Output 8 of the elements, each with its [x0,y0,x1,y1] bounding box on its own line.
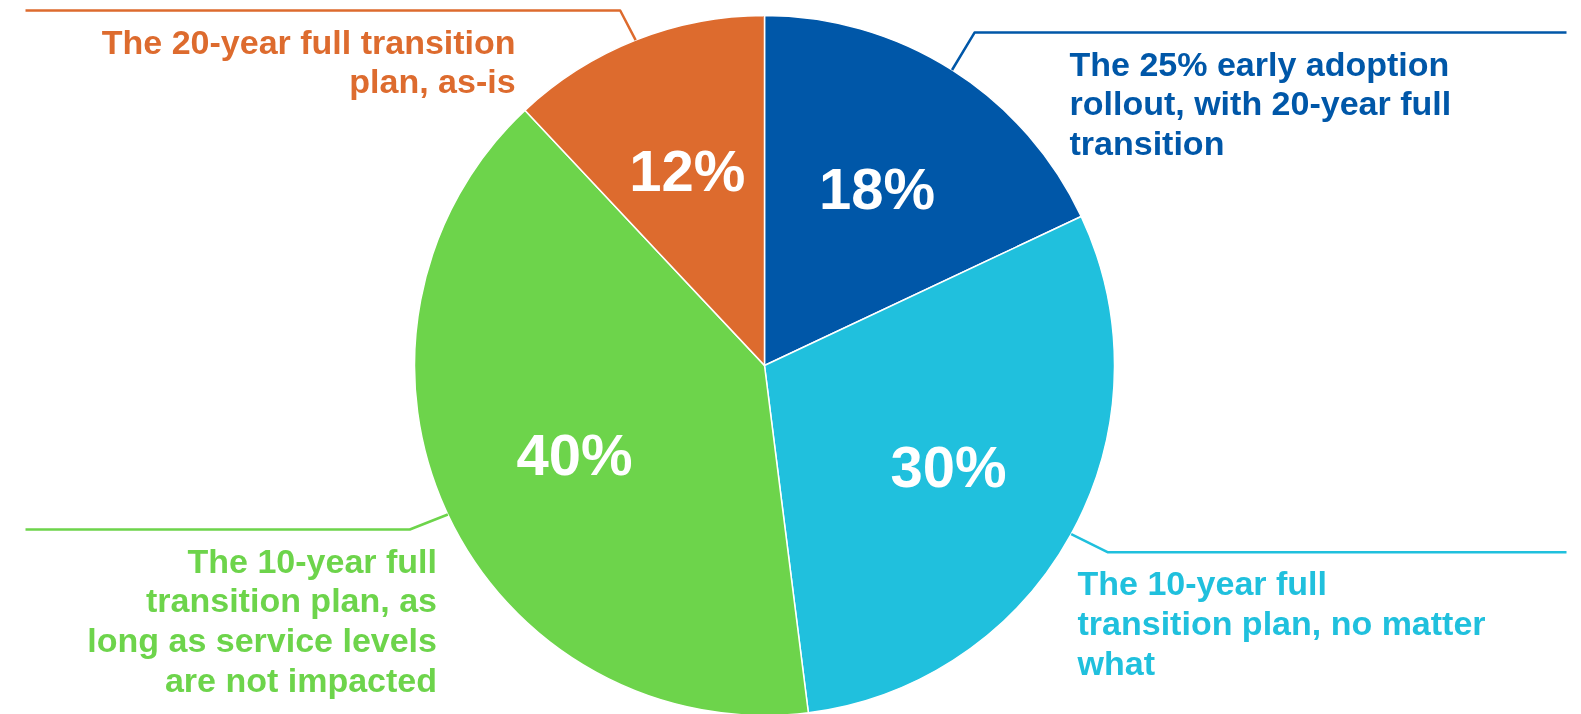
data-label: 30% [890,434,1007,500]
slice-label: The 25% early adoption rollout, with 20-year full transition [1069,44,1452,163]
data-label: 18% [818,155,936,221]
slice-label: The 10-year full transition plan, no matter what [1076,564,1486,683]
slice-label: The 20-year full transition plan, as-is [101,22,516,101]
data-label: 12% [629,137,746,203]
slice-label: The 10-year full transition plan, as long as service levels are not impacted [87,541,437,700]
data-label: 40% [516,422,633,488]
